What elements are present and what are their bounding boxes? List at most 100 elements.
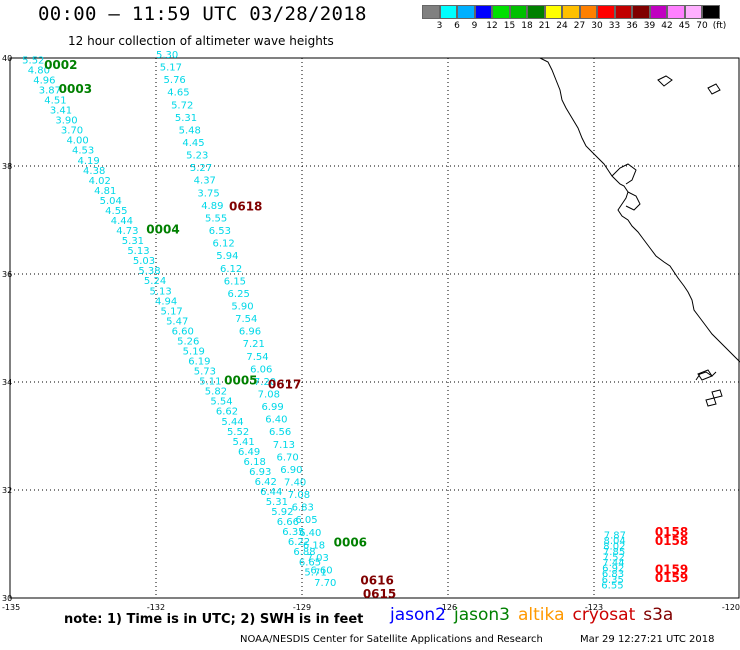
colorbar-label: 12 bbox=[486, 21, 498, 31]
wave-height-value: 6.83 bbox=[292, 503, 314, 514]
wave-height-value: 5.26 bbox=[177, 336, 199, 347]
wave-height-value: 5.92 bbox=[271, 507, 293, 518]
pass-number-label: 0617 bbox=[268, 377, 301, 391]
pass-number-label: 0005 bbox=[224, 374, 257, 388]
wave-height-value: 6.88 bbox=[293, 547, 315, 558]
wave-height-value: 5.17 bbox=[160, 63, 182, 74]
wave-height-value: 6.12 bbox=[220, 264, 242, 275]
lat-tick-label: 36 bbox=[2, 270, 12, 279]
satellite-legend: jason2 jason3 altika cryosat s3a bbox=[390, 605, 681, 625]
wave-height-value: 6.06 bbox=[250, 364, 272, 375]
california-coastline bbox=[539, 57, 740, 363]
legend-entry: jason2 bbox=[390, 605, 446, 625]
colorbar-labels: 3 6 9 12 15 18 21 24 27 30 33 36 39 42 45 70 (ft) bbox=[422, 21, 740, 33]
island-5 bbox=[705, 397, 717, 407]
coastline bbox=[539, 57, 740, 407]
lon-tick-label: -132 bbox=[147, 603, 165, 612]
colorbar bbox=[422, 5, 720, 19]
wave-height-value: 5.04 bbox=[100, 196, 122, 207]
colorbar-swatch bbox=[579, 5, 597, 19]
colorbar-label: 45 bbox=[678, 21, 691, 31]
wave-height-value: 5.17 bbox=[161, 306, 183, 317]
wave-height-value: 4.94 bbox=[155, 296, 177, 307]
pass-number-label: 0006 bbox=[334, 536, 367, 550]
wave-height-value: 5.31 bbox=[266, 497, 288, 508]
wave-height-value: 5.52 bbox=[227, 427, 249, 438]
colorbar-label: 21 bbox=[538, 21, 551, 31]
footer-organization: NOAA/NESDIS Center for Satellite Applica… bbox=[240, 634, 543, 645]
wave-height-value: 6.96 bbox=[239, 327, 261, 338]
lon-tick-label: -126 bbox=[439, 603, 457, 612]
wave-height-value: 7.13 bbox=[273, 440, 295, 451]
wave-height-value: 6.12 bbox=[212, 239, 234, 250]
colorbar-label: (ft) bbox=[712, 21, 727, 31]
wave-height-value: 7.52 bbox=[603, 553, 625, 564]
wave-height-value: 4.38 bbox=[83, 166, 105, 177]
wave-height-value: 6.92 bbox=[602, 564, 624, 575]
legend-entry: s3a bbox=[643, 605, 674, 625]
wave-height-value: 6.19 bbox=[188, 357, 210, 368]
colorbar-swatch bbox=[492, 5, 510, 19]
wave-height-value: 6.83 bbox=[602, 569, 624, 580]
wave-height-value: 6.60 bbox=[310, 566, 332, 577]
colorbar-swatch bbox=[702, 5, 720, 19]
wave-height-value: 6.55 bbox=[601, 580, 623, 591]
wave-height-value: 6.40 bbox=[265, 415, 287, 426]
wave-height-value: 4.37 bbox=[194, 176, 216, 187]
wave-height-value: 4.80 bbox=[28, 65, 50, 76]
wave-height-value: 5.73 bbox=[194, 367, 216, 378]
legend-entry: jason3 bbox=[454, 605, 510, 625]
wave-height-value: 3.90 bbox=[55, 116, 77, 127]
wave-height-value: 5.27 bbox=[190, 163, 212, 174]
lat-tick-label: 30 bbox=[2, 594, 12, 603]
lat-lon-grid bbox=[9, 57, 740, 599]
colorbar-swatch bbox=[649, 5, 667, 19]
lat-tick-label: 40 bbox=[2, 54, 12, 63]
wave-height-value: 5.30 bbox=[156, 50, 178, 61]
wave-height-value: 6.35 bbox=[602, 575, 624, 586]
wave-height-value: 6.53 bbox=[209, 226, 231, 237]
wave-height-value: 3.70 bbox=[61, 126, 83, 137]
legend-entry: altika bbox=[518, 605, 565, 625]
wave-height-value: 6.05 bbox=[295, 515, 317, 526]
footnote: note: 1) Time is in UTC; 2) SWH is in fe… bbox=[64, 612, 364, 627]
wave-height-value: 5.13 bbox=[149, 286, 171, 297]
wave-height-value: 4.73 bbox=[116, 226, 138, 237]
wave-height-value: 6.15 bbox=[224, 276, 246, 287]
pass-number-label: 0618 bbox=[229, 199, 262, 213]
pass-number-label: 0159 bbox=[655, 571, 688, 585]
wave-height-value: 6.65 bbox=[299, 557, 321, 568]
wave-height-value: 7.85 bbox=[603, 547, 625, 558]
wave-height-value: 5.52 bbox=[22, 55, 44, 66]
wave-height-value: 7.54 bbox=[246, 352, 268, 363]
pass-number-label: 0616 bbox=[360, 574, 393, 588]
colorbar-label: 3 bbox=[436, 21, 443, 31]
wave-height-value: 6.56 bbox=[269, 427, 291, 438]
track-values: 5.524.804.963.874.513.413.903.704.004.53… bbox=[22, 50, 626, 591]
colorbar-label: 27 bbox=[573, 21, 586, 31]
colorbar-swatch bbox=[544, 5, 562, 19]
wave-height-value: 4.44 bbox=[111, 216, 133, 227]
wave-height-value: 3.41 bbox=[50, 106, 72, 117]
wave-height-value: 6.42 bbox=[255, 477, 277, 488]
legend-entry: cryosat bbox=[572, 605, 636, 625]
pass-number-label: 0159 bbox=[655, 563, 688, 577]
axis-labels: 40 38 36 34 32 30-135 -132 -129 -126 -123 -120 bbox=[2, 54, 740, 612]
wave-height-value: 5.31 bbox=[175, 113, 197, 124]
colorbar-swatch bbox=[527, 5, 545, 19]
page-title: 00:00 – 11:59 UTC 03/28/2018 bbox=[38, 3, 367, 25]
pass-number-label: 0158 bbox=[655, 534, 688, 548]
wave-height-value: 4.55 bbox=[105, 206, 127, 217]
wave-height-value: 6.18 bbox=[244, 457, 266, 468]
wave-height-value: 7.54 bbox=[235, 314, 257, 325]
wave-height-value: 6.40 bbox=[299, 528, 321, 539]
wave-height-value: 4.51 bbox=[44, 96, 66, 107]
wave-height-value: 4.00 bbox=[66, 136, 88, 147]
wave-height-value: 4.65 bbox=[167, 88, 189, 99]
colorbar-label: 6 bbox=[454, 21, 460, 31]
wave-height-value: 5.03 bbox=[133, 256, 155, 267]
wave-height-value: 6.60 bbox=[172, 326, 194, 337]
wave-height-value: 5.38 bbox=[138, 266, 160, 277]
